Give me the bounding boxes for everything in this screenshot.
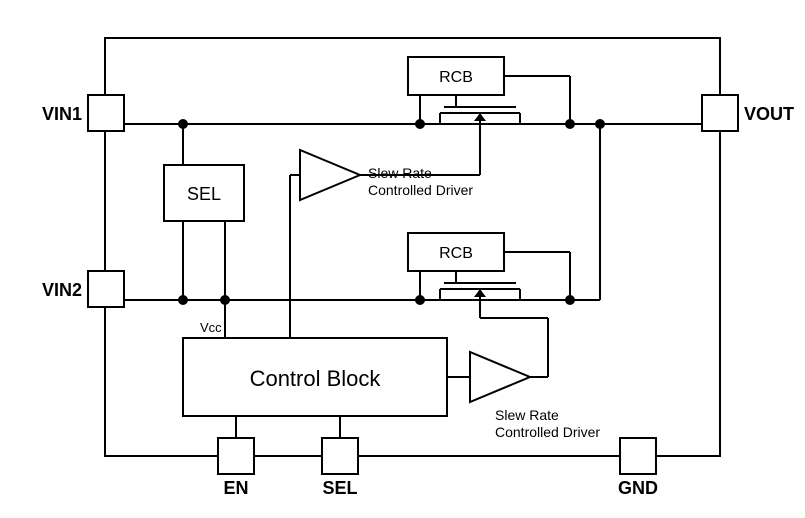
vcc-label: Vcc <box>200 320 222 335</box>
rcb-top-label: RCB <box>439 69 473 86</box>
pin-vin1-label: VIN1 <box>42 104 82 124</box>
sel-block-label: SEL <box>187 184 221 204</box>
driver-bottom <box>470 352 530 402</box>
pin-gnd-label: GND <box>618 478 658 498</box>
node-rcb-bot-right <box>565 295 575 305</box>
pin-vin2 <box>88 271 124 307</box>
node-sel-vin2-right <box>220 295 230 305</box>
pin-sel <box>322 438 358 474</box>
driver-top <box>300 150 360 200</box>
pin-sel-label: SEL <box>322 478 357 498</box>
pin-vin2-label: VIN2 <box>42 280 82 300</box>
slew-top-line1: Slew Rate <box>368 165 432 181</box>
node-rcb-top-left <box>415 119 425 129</box>
node-vout-join <box>595 119 605 129</box>
block-diagram: VIN1 VIN2 VOUT EN SEL GND SEL RCB RCB Co… <box>0 0 805 518</box>
pin-vout <box>702 95 738 131</box>
control-block-label: Control Block <box>250 366 382 391</box>
pin-en <box>218 438 254 474</box>
pin-vin1 <box>88 95 124 131</box>
mosfet-bottom <box>440 271 520 300</box>
pin-en-label: EN <box>223 478 248 498</box>
slew-top-line2: Controlled Driver <box>368 182 473 198</box>
slew-bottom-line2: Controlled Driver <box>495 424 600 440</box>
pin-gnd <box>620 438 656 474</box>
node-rcb-bot-left <box>415 295 425 305</box>
node-rcb-top-right <box>565 119 575 129</box>
slew-bottom-line1: Slew Rate <box>495 407 559 423</box>
rcb-bottom-label: RCB <box>439 245 473 262</box>
pin-vout-label: VOUT <box>744 104 794 124</box>
mosfet-top <box>440 95 520 124</box>
node-sel-vin2-left <box>178 295 188 305</box>
